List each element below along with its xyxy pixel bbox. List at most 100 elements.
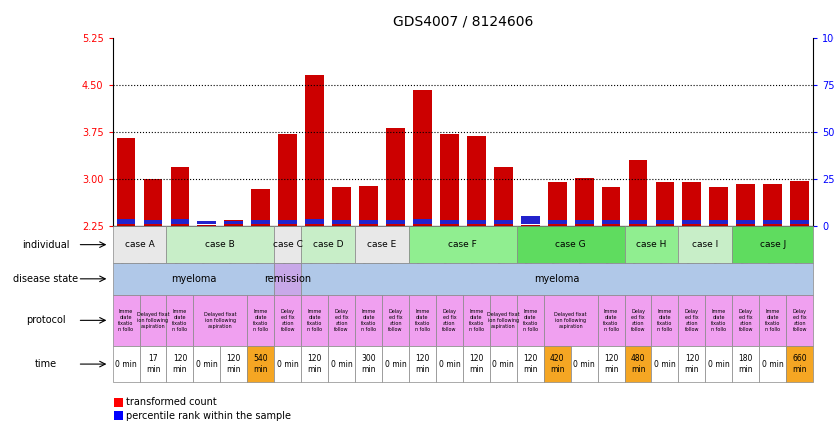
Text: 120
min: 120 min [604, 354, 618, 374]
Bar [143, 219, 163, 224]
Text: case I: case I [692, 240, 719, 249]
Bar [117, 219, 135, 224]
Text: case A: case A [124, 240, 154, 249]
Bar [386, 219, 405, 224]
Text: 180
min: 180 min [739, 354, 753, 374]
Bar [440, 219, 459, 224]
Text: case J: case J [760, 240, 786, 249]
Text: Delayed fixat
ion following
aspiration: Delayed fixat ion following aspiration [555, 312, 587, 329]
Bar [629, 219, 647, 224]
Bar [601, 187, 620, 226]
Text: Delayed fixat
ion following
aspiration: Delayed fixat ion following aspiration [137, 312, 169, 329]
Text: Imme
diate
fixatio
n follo: Imme diate fixatio n follo [307, 309, 323, 332]
Text: 0 min: 0 min [492, 360, 515, 369]
Text: time: time [35, 359, 57, 369]
Bar [251, 189, 270, 226]
Bar [143, 179, 163, 226]
Bar [198, 221, 216, 224]
Text: Delay
ed fix
ation
follow: Delay ed fix ation follow [685, 309, 699, 332]
Bar [413, 90, 432, 226]
Bar [763, 219, 782, 224]
Bar [548, 182, 566, 226]
Text: disease state: disease state [13, 274, 78, 284]
Text: 120
min: 120 min [227, 354, 241, 374]
Text: case D: case D [313, 240, 344, 249]
Text: 0 min: 0 min [573, 360, 595, 369]
Bar [575, 219, 594, 224]
Text: remission: remission [264, 274, 311, 284]
Text: 0 min: 0 min [115, 360, 137, 369]
Text: Delayed fixat
ion following
aspiration: Delayed fixat ion following aspiration [204, 312, 237, 329]
Text: 0 min: 0 min [331, 360, 353, 369]
Text: 0 min: 0 min [708, 360, 730, 369]
Text: Imme
diate
fixatio
n follo: Imme diate fixatio n follo [711, 309, 726, 332]
Bar [710, 219, 728, 224]
Text: Delay
ed fix
ation
follow: Delay ed fix ation follow [334, 309, 349, 332]
Bar [763, 184, 782, 226]
Bar [224, 221, 244, 224]
Bar [494, 166, 513, 226]
Bar [359, 186, 378, 226]
Text: Delayed fixat
ion following
aspiration: Delayed fixat ion following aspiration [487, 312, 520, 329]
Text: 120
min: 120 min [308, 354, 322, 374]
Bar [520, 225, 540, 226]
Text: myeloma: myeloma [171, 274, 216, 284]
Bar [117, 139, 135, 226]
Text: 0 min: 0 min [196, 360, 218, 369]
Bar [170, 219, 189, 224]
Text: GDS4007 / 8124606: GDS4007 / 8124606 [393, 14, 533, 28]
Bar [791, 220, 809, 224]
Text: 120
min: 120 min [685, 354, 699, 374]
Bar [170, 166, 189, 226]
Text: 0 min: 0 min [277, 360, 299, 369]
Text: 0 min: 0 min [439, 360, 460, 369]
Text: case G: case G [555, 240, 586, 249]
Text: Imme
diate
fixatio
n follo: Imme diate fixatio n follo [523, 309, 538, 332]
Text: myeloma: myeloma [535, 274, 580, 284]
Text: case C: case C [273, 240, 303, 249]
Bar [413, 219, 432, 224]
Bar [332, 220, 351, 224]
Text: Delay
ed fix
ation
follow: Delay ed fix ation follow [280, 309, 295, 332]
Text: transformed count: transformed count [126, 397, 217, 407]
Text: 120
min: 120 min [173, 354, 187, 374]
Text: Imme
diate
fixatio
n follo: Imme diate fixatio n follo [173, 309, 188, 332]
Bar [791, 181, 809, 226]
Text: 0 min: 0 min [761, 360, 784, 369]
Bar [279, 219, 297, 224]
Bar [601, 219, 620, 224]
Text: Delay
ed fix
ation
follow: Delay ed fix ation follow [792, 309, 807, 332]
Bar [440, 134, 459, 226]
Bar [682, 182, 701, 226]
Bar [305, 219, 324, 224]
Text: 0 min: 0 min [384, 360, 406, 369]
Text: case F: case F [449, 240, 477, 249]
Text: Imme
diate
fixatio
n follo: Imme diate fixatio n follo [469, 309, 484, 332]
Bar [629, 160, 647, 226]
Bar [198, 225, 216, 226]
Text: 17
min: 17 min [146, 354, 160, 374]
Bar [386, 128, 405, 226]
Bar [710, 187, 728, 226]
Bar [736, 184, 756, 226]
Text: Delay
ed fix
ation
follow: Delay ed fix ation follow [631, 309, 646, 332]
Bar [656, 182, 675, 226]
Bar [520, 216, 540, 224]
Text: protocol: protocol [26, 315, 66, 325]
Text: Delay
ed fix
ation
follow: Delay ed fix ation follow [739, 309, 753, 332]
Text: 0 min: 0 min [654, 360, 676, 369]
Text: Imme
diate
fixatio
n follo: Imme diate fixatio n follo [603, 309, 619, 332]
Text: 120
min: 120 min [469, 354, 484, 374]
Bar [305, 75, 324, 226]
Text: Imme
diate
fixatio
n follo: Imme diate fixatio n follo [253, 309, 269, 332]
Text: Imme
diate
fixatio
n follo: Imme diate fixatio n follo [765, 309, 781, 332]
Bar [279, 134, 297, 226]
Bar [575, 178, 594, 226]
Bar [548, 219, 566, 224]
Text: 120
min: 120 min [415, 354, 430, 374]
Bar [224, 220, 244, 226]
Text: Delay
ed fix
ation
follow: Delay ed fix ation follow [389, 309, 403, 332]
Text: case B: case B [205, 240, 235, 249]
Text: case E: case E [368, 240, 397, 249]
Bar [494, 219, 513, 224]
